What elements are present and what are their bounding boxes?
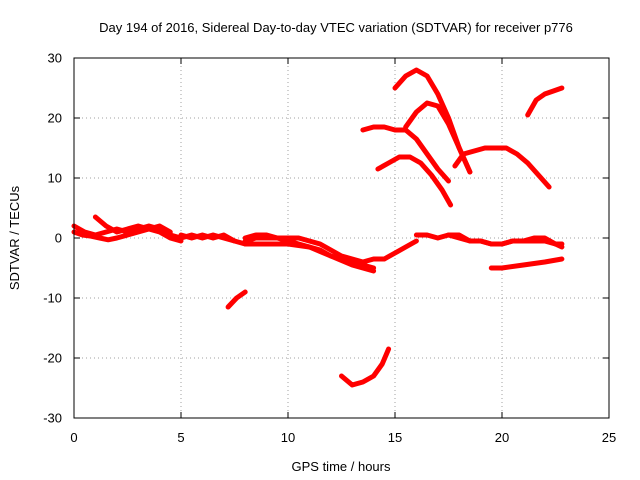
series-arc-5 [225,289,248,310]
series-arc-13 [339,346,392,388]
y-tick-label: -20 [43,351,62,366]
series-arc-7 [242,232,387,265]
y-tick-label: -10 [43,291,62,306]
y-tick-label: 0 [55,231,62,246]
x-tick-label: 10 [281,430,295,445]
series-arc-11 [446,232,565,250]
series-arc-16 [403,100,473,175]
x-tick-label: 25 [602,430,616,445]
y-axis-title: SDTVAR / TECUs [7,185,22,290]
series-arc-19 [525,85,565,118]
chart-title: Day 194 of 2016, Sidereal Day-to-day VTE… [99,20,573,35]
series-arc-18 [452,145,552,190]
x-tick-label: 5 [177,430,184,445]
x-tick-label: 15 [388,430,402,445]
series-arc-17 [375,154,454,208]
series-arc-12 [488,256,565,271]
series-arc-2 [71,226,184,244]
series-arc-3 [92,214,173,235]
y-tick-label: 30 [48,51,62,66]
series-arc-8 [242,241,377,274]
series-arc-4 [178,232,248,247]
y-tick-label: -30 [43,411,62,426]
x-tick-label: 0 [70,430,77,445]
data-series-group [71,67,565,388]
y-tick-label: 20 [48,111,62,126]
y-tick-label: 10 [48,171,62,186]
axis-ticks: 0 5 10 15 20 25 -30 -20 -10 0 10 20 30 [43,51,616,446]
series-arc-9 [381,238,419,262]
x-axis-title: GPS time / hours [292,459,391,474]
x-tick-label: 20 [495,430,509,445]
series-arc-14 [360,124,451,184]
